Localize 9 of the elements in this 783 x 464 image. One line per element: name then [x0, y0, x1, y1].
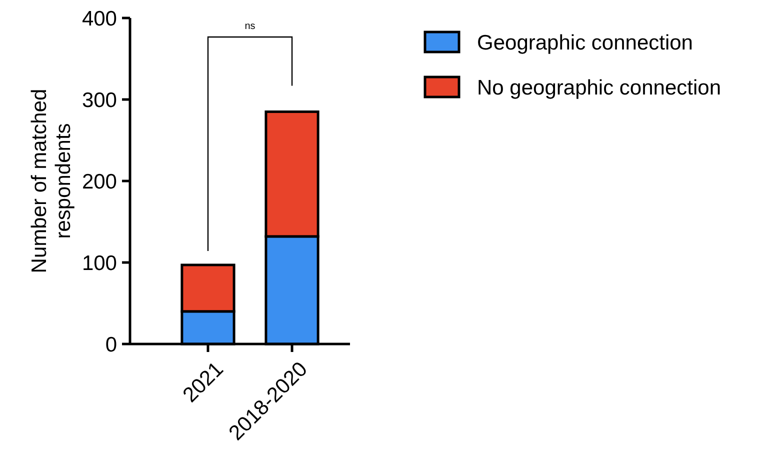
legend-label: No geographic connection [477, 76, 722, 100]
y-axis-title: Number of matched respondents [28, 88, 75, 274]
annotation: ns [244, 21, 256, 32]
y-tick-label: 100 [82, 252, 117, 275]
y-tick-label: 300 [82, 88, 117, 112]
y-tick-label: 400 [82, 7, 117, 30]
legend-label: Geographic connection [477, 31, 693, 54]
y-tick-label: 200 [82, 170, 117, 194]
y-tick-label: 0 [105, 333, 117, 356]
